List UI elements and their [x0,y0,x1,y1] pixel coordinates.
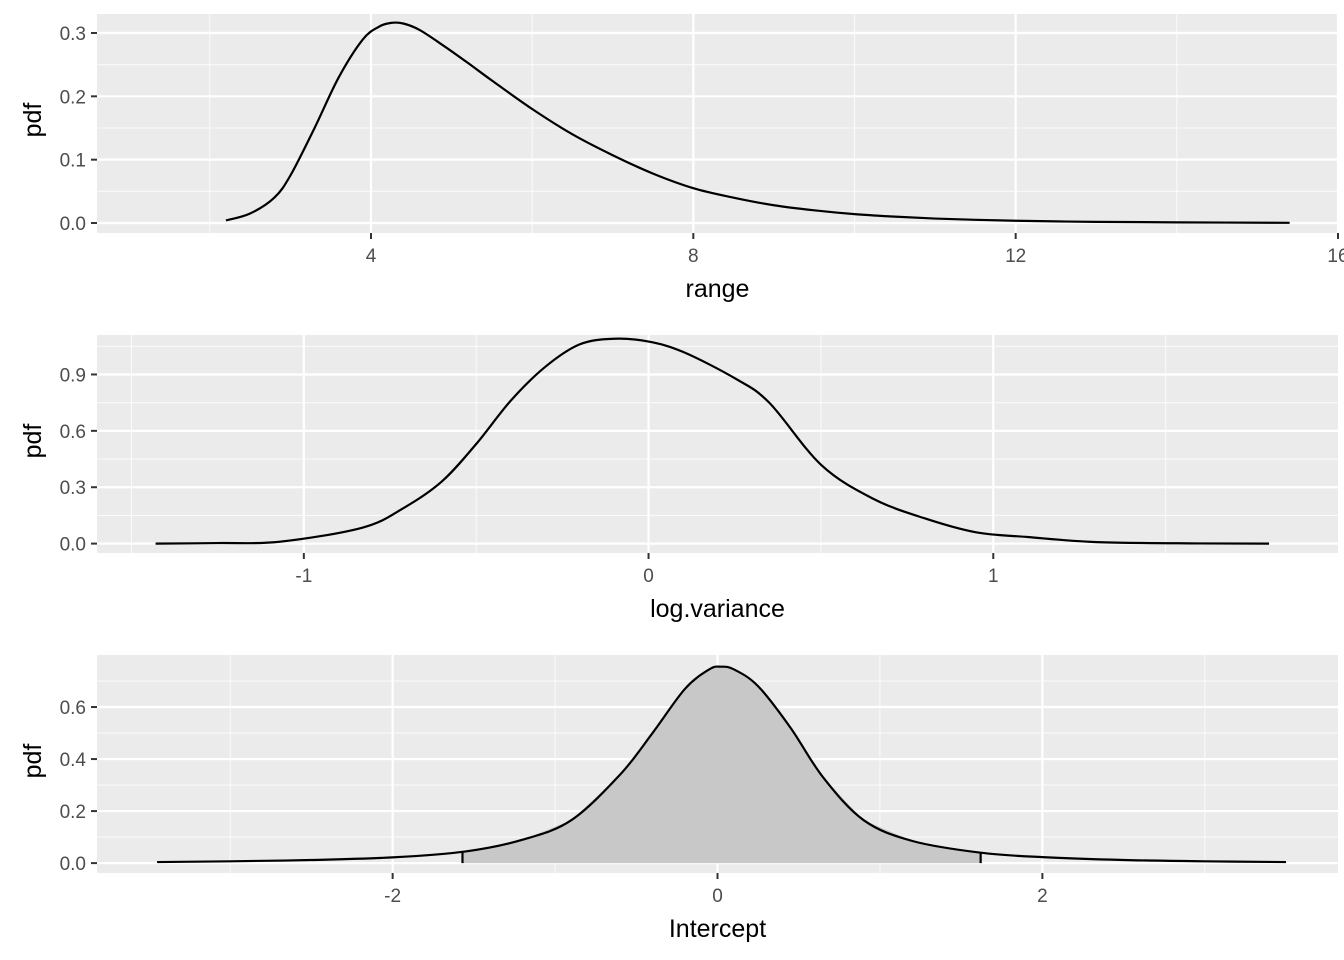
x-tick-label: 16 [1327,246,1344,267]
y-tick-label: 0.1 [60,151,86,172]
x-tick-label: 0 [643,566,654,587]
density-shaded-area [462,666,981,864]
x-axis-title: log.variance [650,595,785,623]
chart-panel-3: -2 0 2 0.0 0.2 0.4 0.6 Intercept pdf [19,655,1338,943]
x-tick-label: 2 [1037,886,1048,907]
y-tick-label: 0.3 [60,24,86,45]
x-tick-label: 0 [712,886,723,907]
x-tick-label: 1 [988,566,999,587]
x-tick-label: -1 [295,566,312,587]
x-tick-label: 8 [688,246,699,267]
y-tick-label: 0.0 [60,214,86,235]
density-line [225,21,1290,224]
y-tick-label: 0.4 [60,750,87,771]
x-tick-label: 4 [366,246,377,267]
y-axis-title: pdf [19,103,47,138]
x-axis-title: range [686,275,750,303]
y-axis-title: pdf [19,744,47,779]
y-tick-label: 0.6 [60,698,86,719]
panel-background [97,14,1338,233]
y-tick-label: 0.9 [60,365,86,386]
chart-panel-2: -1 0 1 0.0 0.3 0.6 0.9 log.variance pdf [19,335,1338,623]
density-line [157,665,1287,864]
x-axis-title: Intercept [669,915,766,943]
y-axis-title: pdf [19,424,47,459]
density-line [155,337,1270,545]
y-tick-label: 0.2 [60,87,86,108]
y-tick-label: 0.0 [60,535,86,556]
x-tick-label: -2 [384,886,401,907]
y-tick-label: 0.0 [60,854,86,875]
y-tick-label: 0.2 [60,802,86,823]
y-tick-label: 0.6 [60,422,86,443]
x-tick-label: 12 [1005,246,1026,267]
y-tick-label: 0.3 [60,478,86,499]
chart-panel-1: 4 8 12 16 0.0 0.1 0.2 0.3 range pdf [19,14,1344,303]
